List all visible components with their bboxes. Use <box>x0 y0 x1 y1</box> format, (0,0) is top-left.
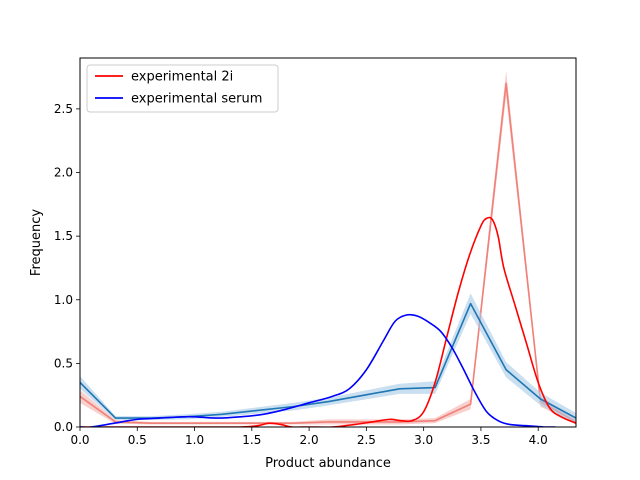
x-tick-label: 2.0 <box>300 433 319 447</box>
y-axis-label: Frequency <box>29 209 44 276</box>
x-tick-label: 4.0 <box>529 433 548 447</box>
x-tick-label: 1.0 <box>185 433 204 447</box>
axes-frame <box>79 57 577 428</box>
x-axis-ticks: 0.0 0.5 1.0 1.5 2.0 2.5 3.0 3.5 4.0 <box>70 427 548 447</box>
legend: experimental 2i experimental serum <box>86 64 279 113</box>
legend-label-experimental-2i: experimental 2i <box>131 70 233 85</box>
y-axis-ticks: 0.0 0.5 1.0 1.5 2.0 2.5 <box>54 102 80 434</box>
x-tick-label: 0.0 <box>70 433 89 447</box>
y-tick-label: 1.5 <box>54 229 73 243</box>
series-experimental-serum <box>80 313 556 427</box>
y-tick-label: 2.5 <box>54 102 73 116</box>
y-tick-label: 1.0 <box>54 293 73 307</box>
y-tick-label: 2.0 <box>54 166 73 180</box>
x-tick-label: 3.5 <box>471 433 490 447</box>
y-tick-label: 0.0 <box>54 420 73 434</box>
series-histogram-line-0 <box>80 70 576 425</box>
x-tick-label: 0.5 <box>128 433 147 447</box>
x-tick-label: 2.5 <box>357 433 376 447</box>
x-tick-label: 1.5 <box>242 433 261 447</box>
x-tick-label: 3.0 <box>414 433 433 447</box>
x-axis-label: Product abundance <box>265 456 391 471</box>
legend-box <box>86 64 279 113</box>
legend-label-experimental-serum: experimental serum <box>131 92 262 107</box>
line-experimental-serum <box>80 313 556 427</box>
line-histogram-line-0 <box>80 82 576 424</box>
y-tick-label: 0.5 <box>54 356 73 370</box>
